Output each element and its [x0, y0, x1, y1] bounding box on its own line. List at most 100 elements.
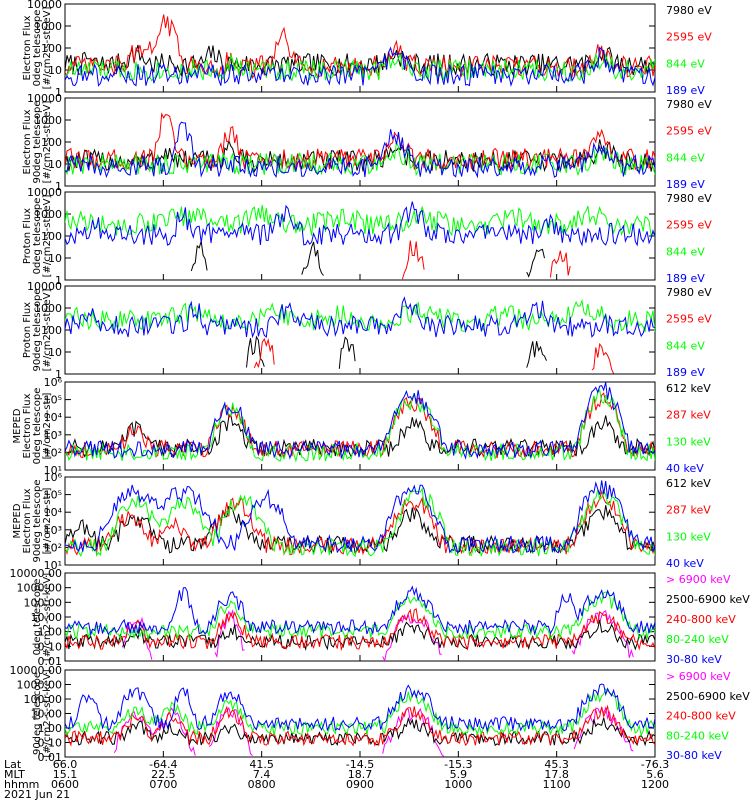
legend-entry: 189 eV [666, 272, 705, 285]
y-tick-label: 100 [41, 324, 62, 337]
y-axis-label: Proton Flux0deg telescope[#/cm2-s-str-eV… [22, 195, 53, 278]
y-tick-label: 10 [48, 64, 62, 77]
y-tick-label: 10000 [27, 92, 62, 105]
footer-value: 5.9 [450, 768, 468, 781]
legend-entry: 80-240 keV [666, 729, 729, 742]
y-axis-label: MEPEDElectron Flux0deg telescope[#/cm2-s… [12, 388, 53, 465]
y-tick-label: 10⁴ [44, 506, 63, 519]
y-tick-label: 10000 [27, 280, 62, 293]
series-line [65, 204, 655, 237]
y-tick-label: 100.00 [24, 596, 63, 609]
y-axis-label-line: [#/cm2-s-str-keV] [42, 669, 53, 757]
footer-value: 18.7 [348, 768, 373, 781]
legend-entry: 240-800 keV [666, 710, 736, 723]
y-tick-label: 10⁶ [44, 471, 63, 484]
footer-value: 0600 [51, 778, 79, 791]
footer-value: 1200 [641, 778, 669, 791]
footer-row-label: hhmm [4, 778, 39, 791]
footer-value: 41.5 [249, 758, 274, 771]
y-tick-label: 10¹ [44, 559, 62, 572]
y-axis-label-line: 0deg telescope [32, 388, 43, 465]
footer-value: 0900 [346, 778, 374, 791]
panel-frame [64, 191, 656, 281]
series-line [65, 382, 655, 460]
y-axis-label-line: Electron Flux [22, 109, 33, 174]
y-axis-label: Electron Flux0deg telescope[#/cm2-s-str-… [22, 7, 53, 90]
legend-entry: 7980 eV [666, 192, 712, 205]
series-line [65, 480, 655, 554]
series-line [113, 705, 634, 757]
y-tick-label: 1 [55, 180, 62, 193]
y-tick-label: 0.10 [38, 640, 63, 653]
y-axis-label-line: 0deg telescope [32, 10, 43, 87]
y-tick-label: 10¹ [44, 464, 62, 477]
footer-value: 22.5 [151, 768, 176, 781]
y-axis-label-line: 0deg telescope [32, 198, 43, 275]
footer-value: -15.3 [444, 758, 472, 771]
y-tick-label: 10⁵ [44, 394, 62, 407]
legend-entry: 40 keV [666, 557, 704, 570]
footer-value: 45.3 [544, 758, 569, 771]
y-tick-label: 10 [48, 252, 62, 265]
y-tick-label: 1 [55, 86, 62, 99]
footer-value: 0700 [149, 778, 177, 791]
legend-entry: 844 eV [666, 245, 705, 258]
legend-entry: 844 eV [666, 151, 705, 164]
footer-row-label: 2021 Jun 21 [4, 788, 70, 800]
legend-entry: 30-80 keV [666, 749, 722, 762]
footer-value: 66.0 [53, 758, 78, 771]
panel-frame [64, 285, 656, 375]
series-line [65, 608, 655, 652]
y-tick-label: 1.00 [38, 722, 63, 735]
legend-entry: 30-80 keV [666, 653, 722, 666]
y-axis-label-line: Proton Flux [22, 302, 33, 358]
legend-entry: > 6900 keV [666, 670, 731, 683]
series-line [65, 489, 655, 556]
footer-value: 0800 [248, 778, 276, 791]
legend-entry: 612 keV [666, 477, 711, 490]
series-line [190, 241, 545, 278]
y-tick-label: 10000 [27, 186, 62, 199]
y-axis-label-line: [#/cm2-s-str-eV] [42, 195, 53, 278]
y-axis-label-line: [#/cm2-s-str-eV] [42, 101, 53, 184]
legend-entry: 189 eV [666, 84, 705, 97]
footer-row-label: Lat [4, 758, 22, 771]
series-line [65, 585, 655, 637]
legend-entry: 189 eV [666, 366, 705, 379]
y-axis-label-line: 0deg telescope [32, 579, 43, 656]
y-tick-label: 100 [41, 136, 62, 149]
footer-value: -64.4 [149, 758, 177, 771]
y-axis-label: MEPEDElectron Flux90deg telescope[#/cm2-… [12, 479, 53, 562]
legend-entry: 2595 eV [666, 219, 712, 232]
y-axis-label-line: 90deg telescope [32, 672, 43, 755]
series-line [65, 296, 655, 339]
y-axis-label-line: [#/cm2-s-str] [42, 487, 53, 554]
series-line [65, 51, 655, 82]
y-tick-label: 1000.00 [17, 582, 63, 595]
y-tick-label: 1 [55, 368, 62, 381]
y-tick-label: 0.10 [38, 737, 63, 750]
y-tick-label: 10⁵ [44, 489, 62, 502]
y-tick-label: 1000 [34, 114, 62, 127]
y-tick-label: 10² [44, 446, 62, 459]
y-tick-label: 0.01 [38, 655, 63, 668]
y-axis-label-line: Electron Flux [22, 488, 33, 553]
y-tick-label: 1000 [34, 302, 62, 315]
legend-entry: 7980 eV [666, 286, 712, 299]
y-tick-label: 10000.00 [10, 567, 63, 580]
y-axis-label-line: [#/cm2-s-str-eV] [42, 7, 53, 90]
legend-entry: 7980 eV [666, 98, 712, 111]
footer-value: 15.1 [53, 768, 78, 781]
y-tick-label: 100.00 [24, 693, 63, 706]
legend-entry: > 6900 keV [666, 573, 731, 586]
legend-entry: 2595 eV [666, 125, 712, 138]
y-tick-label: 10000 [27, 0, 62, 11]
series-line [65, 392, 655, 460]
y-axis-label-line: [#/cm2-s-str-eV] [42, 289, 53, 372]
